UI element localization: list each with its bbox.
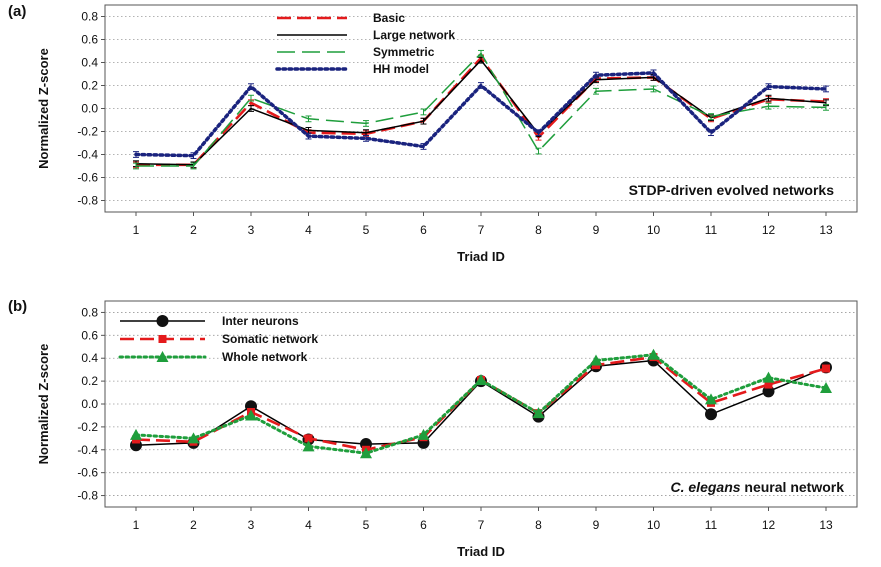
x-tick-label: 5 [363,223,370,237]
y-tick-label: 0.2 [81,374,98,388]
x-tick-label: 7 [478,518,485,532]
x-axis-title: Triad ID [457,249,505,264]
y-tick-label: -0.6 [77,171,98,185]
panel-annotation: STDP-driven evolved networks [629,182,835,198]
x-tick-label: 6 [420,223,427,237]
y-axis-title: Normalized Z-score [36,344,51,465]
y-tick-label: 0.4 [81,351,98,365]
y-axis-title: Normalized Z-score [36,48,51,169]
x-tick-label: 1 [133,223,140,237]
x-tick-label: 12 [762,518,776,532]
annotation-italic: C. elegans [671,479,741,495]
data-point-square [764,380,773,389]
x-tick-label: 13 [819,518,833,532]
data-point-triangle [475,373,487,385]
x-tick-label: 1 [133,518,140,532]
panel-a-chart: 0.80.60.40.20.0-0.2-0.4-0.6-0.81 2 3 4 5 6 7 8 9… [8,3,858,264]
y-tick-label: 0.2 [81,79,98,93]
y-tick-label: -0.4 [77,443,98,457]
panel-b-chart: 0.80.60.40.20.0-0.2-0.4-0.6-0.81 2 3 4 5 6 7 8 9… [8,298,858,559]
data-point-circle [705,408,717,421]
y-tick-label: -0.8 [77,194,98,208]
panel-label: (b) [8,298,27,315]
x-tick-label: 13 [819,223,833,237]
x-tick-label: 11 [705,223,718,237]
x-tick-label: 4 [305,518,312,532]
y-tick-label: -0.2 [77,420,98,434]
x-tick-label: 9 [593,223,600,237]
data-point-triangle [532,407,545,419]
x-tick-label: 11 [705,518,718,532]
data-point-triangle [647,348,660,360]
x-tick-label: 3 [248,518,255,532]
data-point-triangle [762,371,775,383]
x-tick-label: 9 [593,518,600,532]
y-tick-label: 0.0 [81,102,98,116]
data-point-triangle [360,447,372,459]
y-tick-label: -0.4 [77,148,98,162]
y-tick-label: -0.2 [77,125,98,139]
data-point-square [822,364,830,373]
x-tick-label: 7 [478,223,485,237]
data-point-triangle [590,354,602,366]
y-tick-label: 0.8 [81,305,98,319]
x-tick-label: 3 [248,223,255,237]
legend-label: Somatic network [222,332,318,346]
x-tick-label: 5 [363,518,370,532]
legend-label: Large network [373,28,455,42]
legend-label: Symmetric [373,45,435,59]
data-point-triangle [417,428,430,440]
legend-label: HH model [373,62,429,76]
x-tick-label: 8 [535,518,542,532]
x-tick-label: 10 [647,223,661,237]
y-tick-label: 0.4 [81,56,98,70]
x-tick-label: 6 [420,518,427,532]
data-point-square [304,434,313,443]
legend-marker [156,351,169,362]
panel-annotation: C. elegans neural network [671,479,845,495]
legend-label: Inter neurons [222,314,299,328]
data-point-triangle [130,428,142,440]
data-point-triangle [187,432,200,444]
x-tick-label: 10 [647,518,661,532]
x-tick-label: 2 [190,518,197,532]
y-tick-label: 0.6 [81,328,98,342]
y-tick-label: -0.8 [77,489,98,503]
y-tick-label: 0.6 [81,33,98,47]
data-point-triangle [705,393,717,405]
legend-label: Basic [373,11,405,25]
panel-label: (a) [8,3,26,20]
y-tick-label: 0.8 [81,10,98,24]
x-tick-label: 2 [190,223,197,237]
legend-label: Whole network [222,350,308,364]
y-tick-label: -0.6 [77,466,98,480]
data-point-triangle [302,440,315,452]
y-tick-label: 0.0 [81,397,98,411]
x-tick-label: 12 [762,223,776,237]
data-point-triangle [245,409,257,421]
legend-marker [156,315,169,327]
annotation-rest: neural network [741,479,845,495]
data-point-triangle [820,381,832,393]
x-axis-title: Triad ID [457,544,505,559]
x-tick-label: 4 [305,223,312,237]
legend-marker [158,335,167,343]
x-tick-label: 8 [535,223,542,237]
